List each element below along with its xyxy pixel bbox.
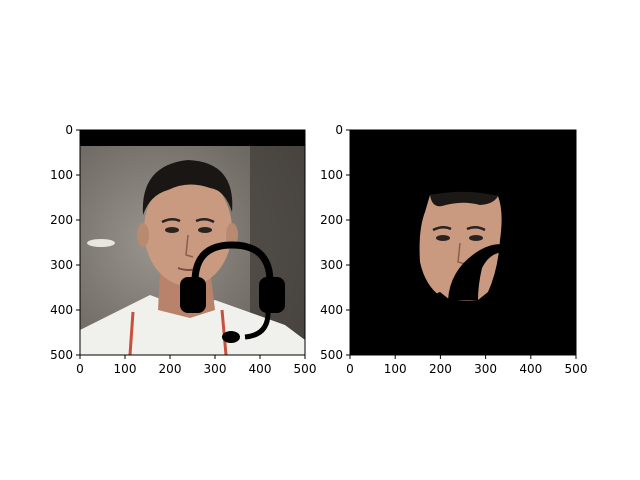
x-tick-label: 500 <box>294 362 317 376</box>
x-tick-label: 0 <box>76 362 84 376</box>
x-tick-label: 100 <box>114 362 137 376</box>
x-tick-label: 0 <box>346 362 354 376</box>
y-tick-label: 400 <box>320 303 343 317</box>
x-tick-label: 100 <box>384 362 407 376</box>
right-axes-frame <box>349 129 577 356</box>
y-tick-label: 300 <box>50 258 73 272</box>
y-tick-label: 100 <box>320 168 343 182</box>
x-tick-label: 300 <box>474 362 497 376</box>
y-tick-label: 200 <box>320 213 343 227</box>
right-panel-image <box>350 130 576 355</box>
headset-icon <box>180 241 285 343</box>
x-tick-label: 300 <box>204 362 227 376</box>
y-tick-label: 400 <box>50 303 73 317</box>
left-axes-frame <box>79 129 306 356</box>
x-tick-label: 200 <box>429 362 452 376</box>
x-tick-label: 400 <box>249 362 272 376</box>
y-tick-label: 0 <box>65 123 73 137</box>
x-tick-label: 200 <box>159 362 182 376</box>
x-tick-label: 400 <box>519 362 542 376</box>
left-panel-image <box>80 130 305 355</box>
y-tick-label: 300 <box>320 258 343 272</box>
x-tick-label: 500 <box>565 362 588 376</box>
y-tick-label: 500 <box>50 348 73 362</box>
y-tick-label: 500 <box>320 348 343 362</box>
y-tick-label: 100 <box>50 168 73 182</box>
y-tick-label: 0 <box>335 123 343 137</box>
y-tick-label: 200 <box>50 213 73 227</box>
